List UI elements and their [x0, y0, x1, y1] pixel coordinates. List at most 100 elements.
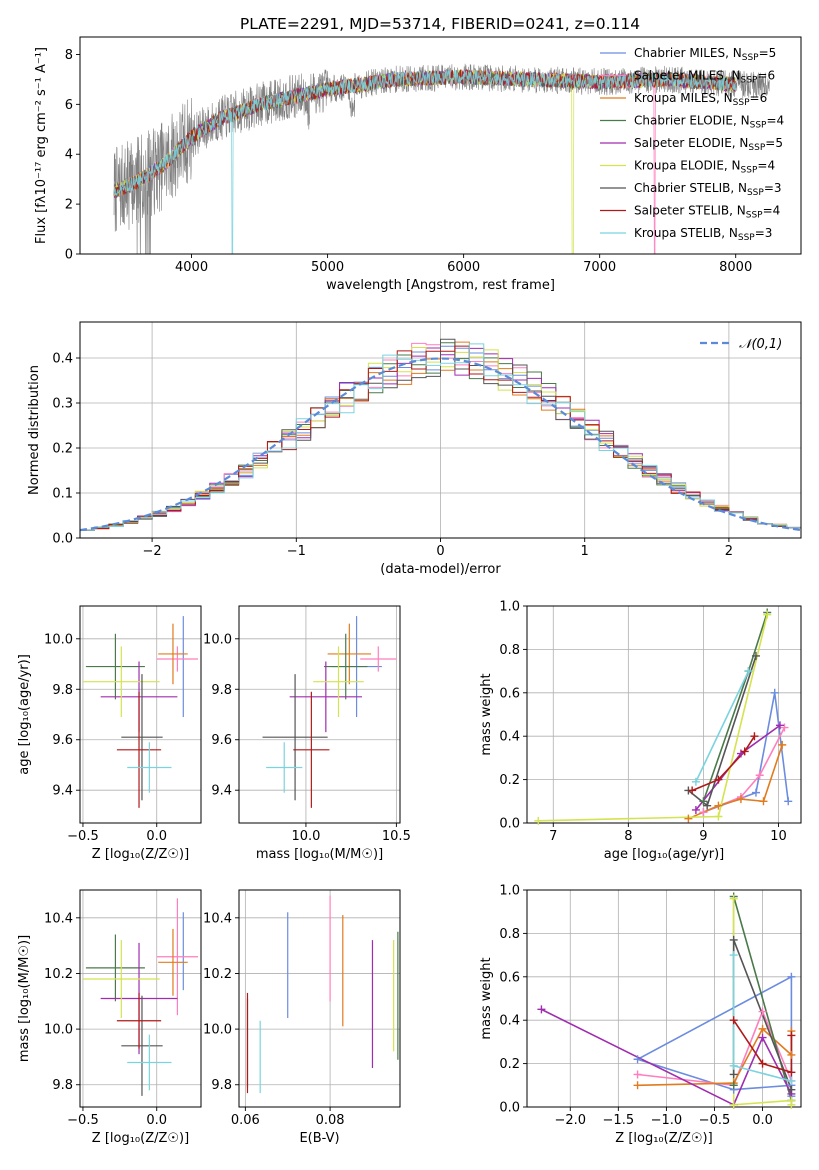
- age_vs_mass-frame: [238, 605, 401, 824]
- weight-marker: [744, 667, 753, 676]
- x-tick-label: 0.0: [752, 1113, 773, 1128]
- y-tick-label: 0.8: [499, 643, 520, 658]
- weight-marker: [787, 972, 796, 981]
- weight-line-chabrier-elodie: [702, 612, 768, 802]
- y-tick-label: 0.4: [52, 352, 73, 367]
- residuals-plot-area: [80, 338, 801, 532]
- weight-marker: [775, 721, 784, 730]
- model-spectrum-kroupa-stelib: [113, 69, 736, 254]
- legend-label: Chabrier STELIB, NSSP=3: [634, 181, 782, 198]
- x-tick-label: −1: [287, 544, 306, 559]
- spectrum-legend: Chabrier MILES, NSSP=5 Salpeter MILES, NS…: [600, 46, 784, 243]
- x-tick-label: 4000: [175, 260, 208, 275]
- mass_vs_Z-plot-area: [82, 898, 199, 1096]
- y-tick-label: 9.4: [52, 784, 73, 799]
- weight-marker: [770, 688, 779, 697]
- weight-marker: [787, 1050, 796, 1059]
- weight-marker: [699, 797, 708, 806]
- y-tick-label: 0.1: [52, 487, 73, 502]
- weight-line-salpeter-stelib: [691, 735, 756, 792]
- x-tick-label: −1.5: [603, 1113, 635, 1128]
- x-axis-label: Z [log₁₀(Z/Z☉)]: [92, 847, 189, 862]
- y-axis-label: mass weight: [479, 673, 494, 755]
- weight_vs_age-panel: 7 8 9 10 0.0 0.2 0.4 0.6 0.8 1.0 age [log₁₀(age/yr…: [479, 600, 802, 862]
- weight-marker: [759, 797, 768, 806]
- spectrum-panel: 4000 5000 6000 7000 8000 0 2 4 6 8 wavelength [Ang…: [34, 36, 802, 293]
- y-tick-label: 10.0: [44, 1023, 73, 1038]
- y-tick-label: 9.8: [52, 683, 73, 698]
- weight-marker: [633, 1081, 642, 1090]
- y-tick-label: 1.0: [499, 884, 520, 899]
- y-tick-label: 10.0: [203, 632, 232, 647]
- y-tick-label: 4: [65, 148, 73, 163]
- x-tick-label: 8: [624, 829, 632, 844]
- x-tick-label: 2: [725, 544, 733, 559]
- legend-label: Salpeter ELODIE, NSSP=5: [634, 136, 783, 153]
- age_vs_Z-plot-area: [82, 616, 199, 808]
- histogram-chabrier-stelib: [80, 338, 801, 531]
- x-tick-label: 10.0: [291, 829, 320, 844]
- x-tick-label: −0.5: [67, 829, 99, 844]
- spectrum-plot-area: [113, 63, 770, 254]
- age_vs_Z-frame: [79, 605, 202, 824]
- y-tick-label: 0: [65, 248, 73, 263]
- y-tick-label: 10.0: [44, 632, 73, 647]
- mass_vs_Z-frame: [79, 889, 202, 1108]
- y-tick-label: 10.0: [203, 1023, 232, 1038]
- y-tick-label: 10.4: [44, 911, 73, 926]
- y-tick-label: 1.0: [499, 600, 520, 615]
- weight-marker: [729, 951, 738, 960]
- weight-marker: [787, 1085, 796, 1094]
- x-tick-label: 6000: [447, 260, 480, 275]
- x-tick-label: 7000: [583, 260, 616, 275]
- weight-line-kroupa-stelib: [695, 670, 750, 783]
- weight-marker: [699, 808, 708, 817]
- y-tick-label: 9.4: [211, 784, 232, 799]
- weight-marker: [780, 723, 789, 732]
- legend-label: Chabrier MILES, NSSP=5: [634, 46, 776, 63]
- y-tick-label: 0.0: [499, 817, 520, 832]
- weight-marker: [755, 771, 764, 780]
- y-tick-label: 0.4: [499, 1014, 520, 1029]
- weight-marker: [787, 1100, 796, 1109]
- y-tick-label: 2: [65, 198, 73, 213]
- y-tick-label: 9.8: [211, 1078, 232, 1093]
- x-tick-label: −0.5: [699, 1113, 731, 1128]
- y-tick-label: 0.6: [499, 686, 520, 701]
- x-tick-label: 0.06: [231, 1113, 260, 1128]
- weight-marker: [778, 740, 787, 749]
- weight-marker: [763, 610, 772, 619]
- weight_vs_Z-panel: −2.0 −1.5 −1.0 −0.5 0.0 0.0 0.2 0.4 0.6 0.8 1.0 Z […: [479, 884, 802, 1146]
- y-tick-label: 0.0: [52, 532, 73, 547]
- weight-marker: [729, 894, 738, 903]
- spectrum-frame: [79, 36, 802, 255]
- y-tick-label: 9.6: [211, 733, 232, 748]
- weight-line-salpeter-miles: [637, 1009, 793, 1087]
- weight-marker: [736, 795, 745, 804]
- y-tick-label: 6: [65, 98, 73, 113]
- weight_vs_Z-frame: [526, 889, 802, 1108]
- x-tick-label: −2: [143, 544, 162, 559]
- mass_vs_EBV-frame: [238, 889, 401, 1108]
- weight-marker: [729, 1100, 738, 1109]
- mass_vs_EBV-plot-area: [246, 895, 399, 1094]
- weight-marker: [751, 788, 760, 797]
- weight-marker: [534, 816, 543, 825]
- y-tick-label: 8: [65, 48, 73, 63]
- x-tick-label: 9: [699, 829, 707, 844]
- y-tick-label: 10.2: [203, 967, 232, 982]
- x-tick-label: 7: [549, 829, 557, 844]
- x-axis-label: Z [log₁₀(Z/Z☉)]: [92, 1131, 189, 1146]
- weight-marker: [684, 814, 693, 823]
- age_vs_Z-panel: −0.5 0.0 9.4 9.6 9.8 10.0 Z [log₁₀(Z/Z☉)] age […: [17, 605, 202, 862]
- normal-reference-curve: [80, 357, 801, 532]
- mass_vs_Z-panel: −0.5 0.0 9.8 10.0 10.2 10.4 Z [log₁₀(Z/Z☉)] mas…: [17, 889, 202, 1146]
- y-tick-label: 0.3: [52, 397, 73, 412]
- weight-marker: [691, 805, 700, 814]
- age_vs_mass-panel: 10.0 10.5 9.4 9.6 9.8 10.0 mass [log₁₀(M/M☉)]: [203, 605, 411, 862]
- weight-marker: [633, 1055, 642, 1064]
- y-tick-label: 0.2: [52, 442, 73, 457]
- x-axis-label: (data-model)/error: [380, 562, 501, 577]
- legend-label: Salpeter STELIB, NSSP=4: [634, 204, 780, 221]
